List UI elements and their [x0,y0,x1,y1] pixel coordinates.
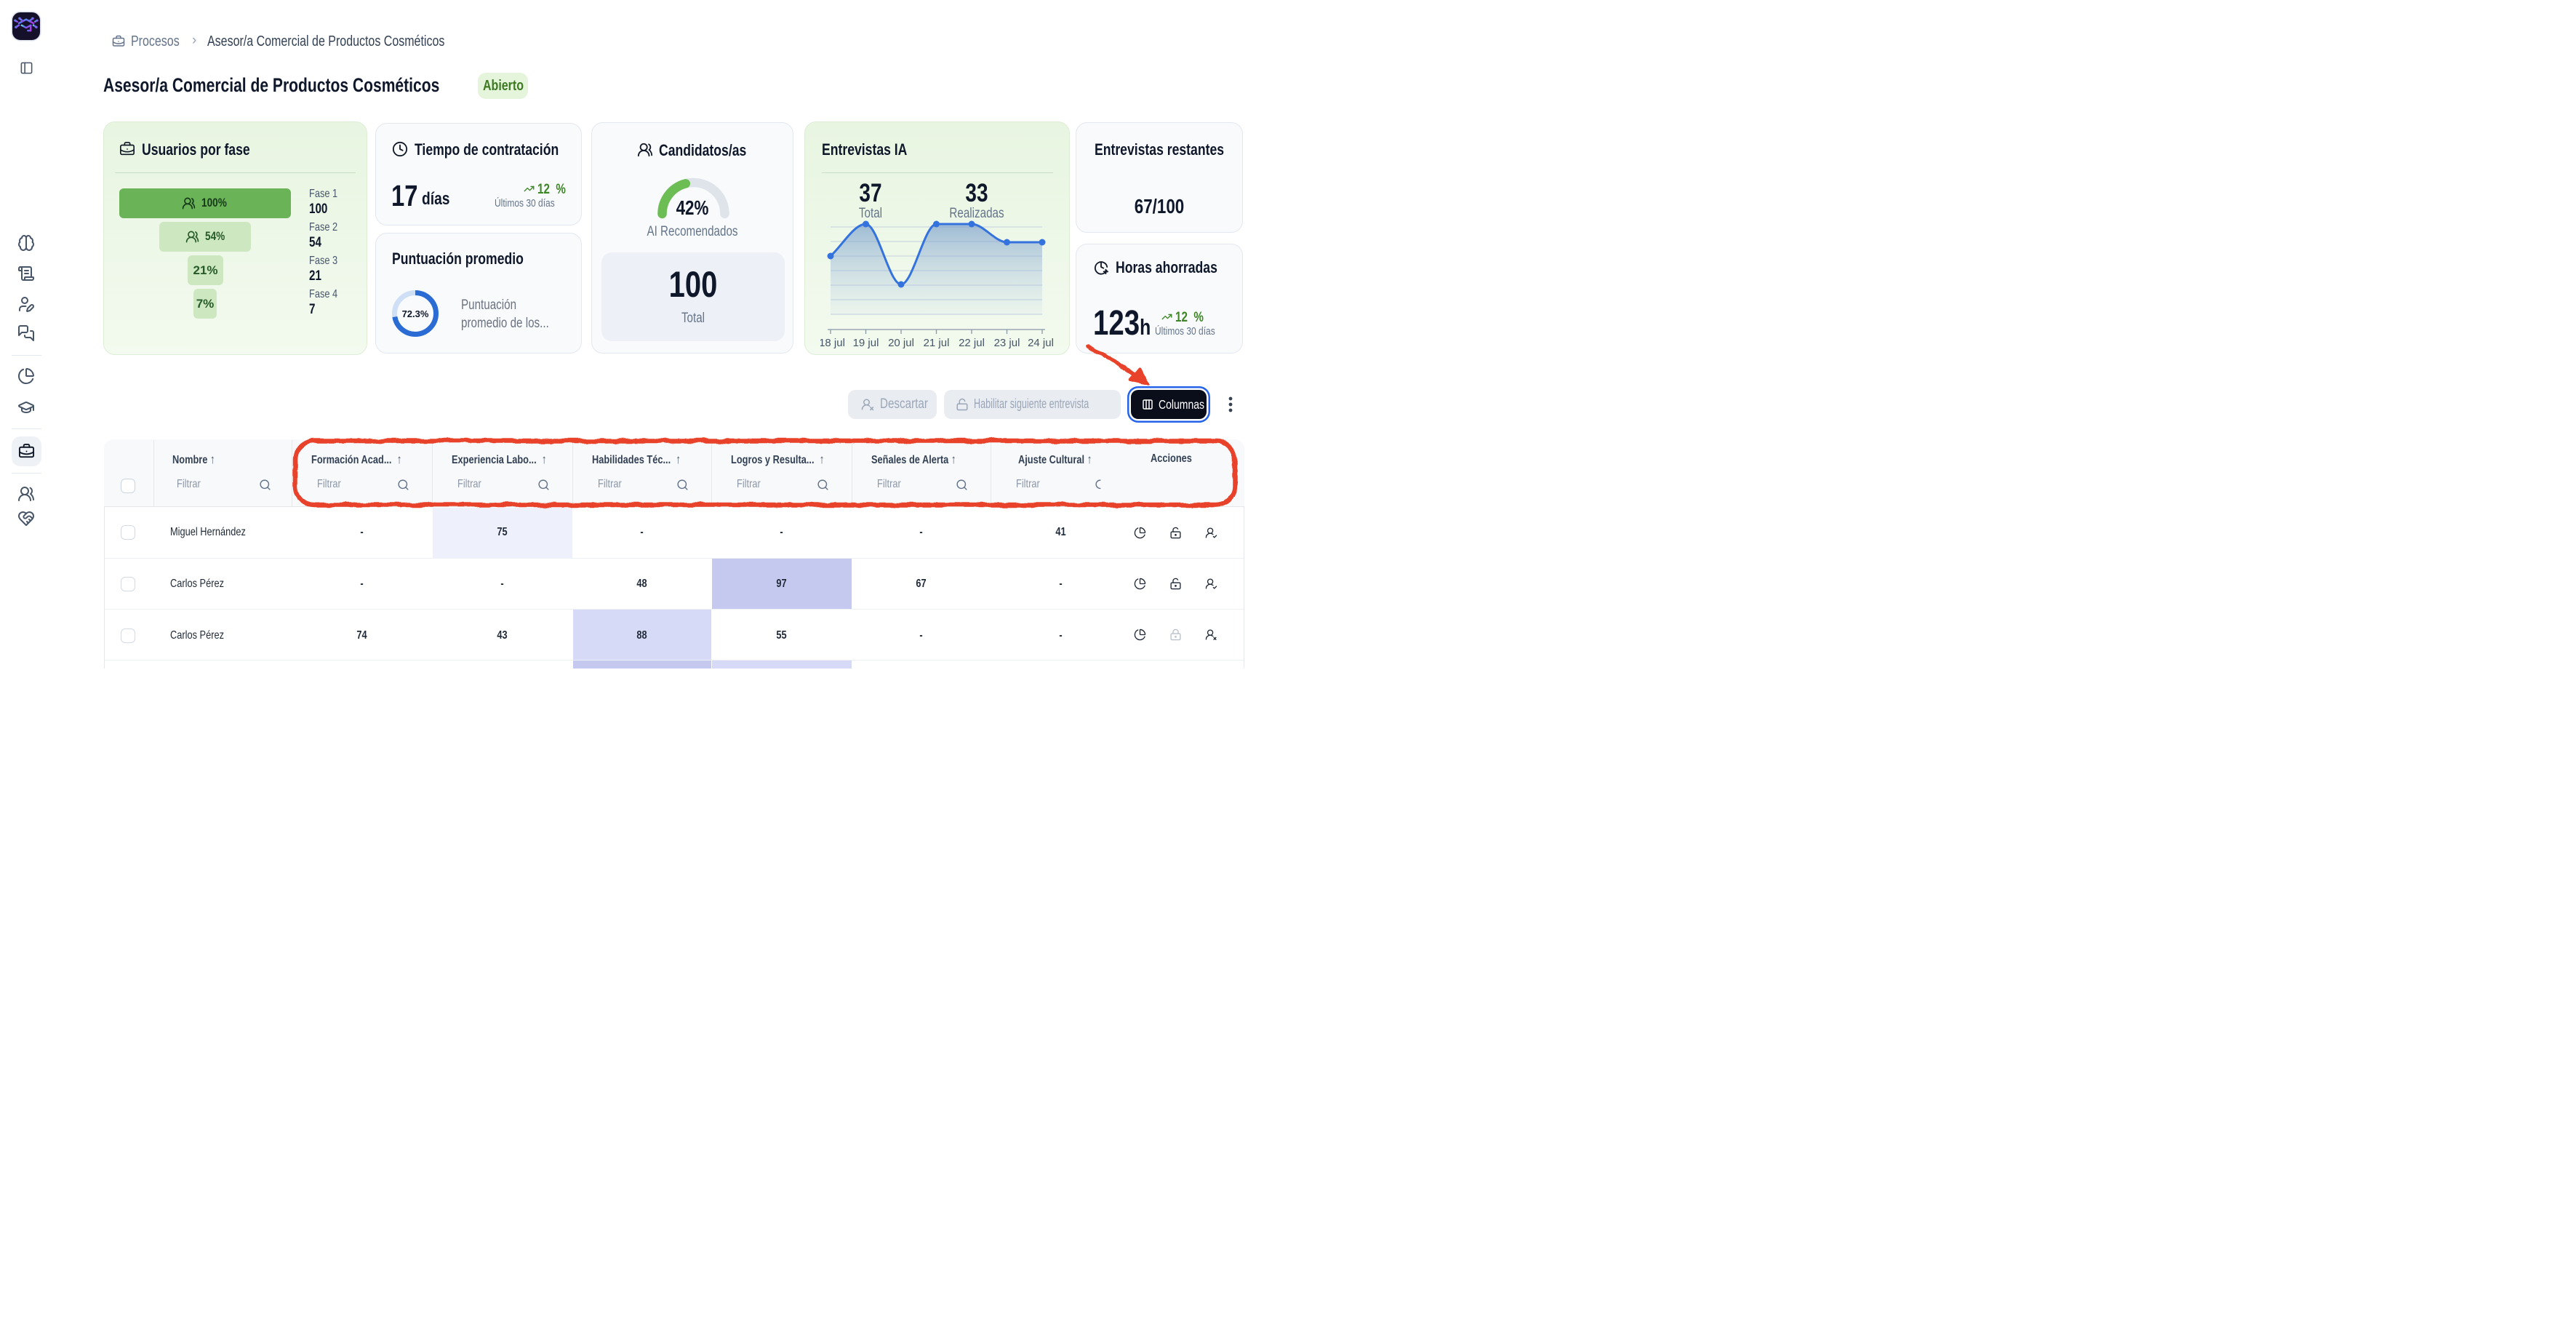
svg-text:21 jul: 21 jul [924,337,950,349]
svg-text:24 jul: 24 jul [1028,337,1054,349]
svg-text:22 jul: 22 jul [959,337,985,349]
svg-text:19 jul: 19 jul [853,337,879,349]
svg-text:72.3%: 72.3% [402,308,429,319]
svg-text:20 jul: 20 jul [888,337,914,349]
svg-text:18 jul: 18 jul [820,337,845,349]
svg-text:23 jul: 23 jul [994,337,1020,349]
